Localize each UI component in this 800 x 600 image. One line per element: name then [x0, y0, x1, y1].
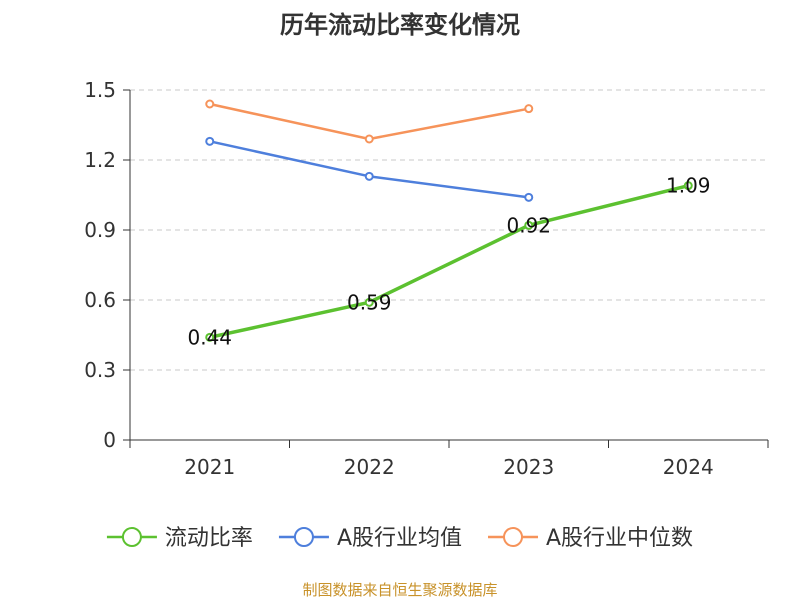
legend-marker	[503, 527, 524, 547]
data-point	[364, 297, 374, 307]
chart-title: 历年流动比率变化情况	[280, 11, 520, 39]
series-line	[209, 140, 529, 199]
x-tick-label: 2023	[503, 455, 554, 479]
data-point	[524, 220, 534, 230]
data-label: 0.59	[347, 290, 392, 314]
y-tick-label: 0.9	[84, 218, 116, 242]
y-tick-label: 0.3	[84, 358, 116, 382]
source-note: 制图数据来自恒生聚源数据库	[302, 581, 497, 599]
legend-marker	[293, 527, 314, 547]
series-group	[205, 99, 693, 342]
x-tick-label: 2021	[184, 455, 235, 479]
y-tick-label: 1.2	[84, 148, 116, 172]
x-tick-label: 2024	[663, 455, 714, 479]
legend-label: A股行业中位数	[546, 526, 693, 551]
series-line	[209, 183, 689, 340]
data-label: 0.44	[187, 325, 232, 349]
data-point	[364, 134, 374, 144]
legend-label: 流动比率	[165, 526, 253, 551]
y-tick-label: 1.5	[84, 78, 116, 102]
axes: 0 0.3 0.6 0.9 1.2 1.5 2021 2022 2023 2024	[84, 78, 769, 479]
data-labels: 0.44 0.59 0.92 1.09	[187, 174, 710, 350]
data-point	[683, 181, 693, 191]
legend-label: A股行业均值	[337, 526, 462, 551]
y-tick-label: 0.6	[84, 288, 116, 312]
data-point	[364, 171, 374, 181]
y-tick-label: 0	[103, 428, 116, 452]
series-line	[209, 102, 529, 141]
data-point	[524, 192, 534, 202]
legend-marker	[121, 527, 142, 547]
data-point	[205, 136, 215, 146]
data-label: 0.92	[506, 213, 551, 237]
data-point	[524, 104, 534, 114]
legend: 流动比率 A股行业均值 A股行业中位数	[106, 526, 693, 551]
x-tick-label: 2022	[344, 455, 395, 479]
data-label: 1.09	[666, 174, 711, 198]
data-point	[205, 99, 215, 109]
data-point	[205, 332, 215, 342]
gridlines	[130, 89, 768, 371]
